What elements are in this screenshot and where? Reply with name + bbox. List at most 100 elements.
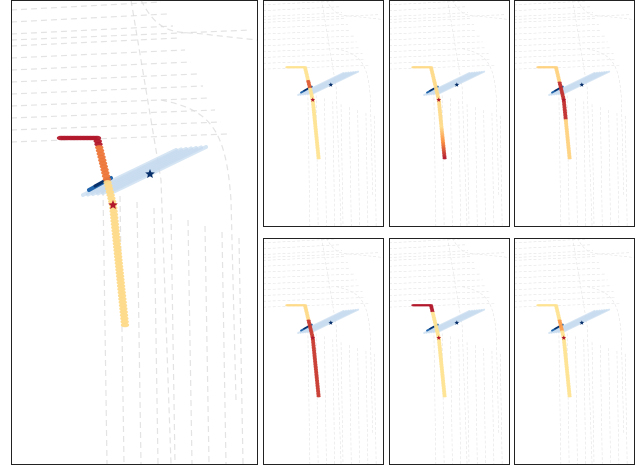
trajectory-dot [441,385,446,388]
lane-line [514,35,605,41]
trajectory-dot [564,128,569,131]
trajectory-dot [564,368,569,371]
trajectory-dot [311,342,316,346]
lane-line [514,0,588,6]
trajectory-dot [312,120,318,123]
trajectory-dot [441,380,446,384]
trajectory-dot [564,365,569,368]
trajectory-dot [440,136,445,139]
lane-line [389,285,486,290]
trajectory-dot [442,395,447,398]
lane-line [450,98,453,226]
lane-line [514,285,611,290]
trajectory-dot [562,106,567,109]
trajectory-dot [314,373,319,376]
trajectory-dot [109,208,118,214]
lane-line [365,350,369,464]
lane-line [575,336,578,464]
trajectory-dot [567,393,572,396]
trajectory-dot [563,353,568,357]
lane-line [514,244,591,250]
trajectory-dot [562,347,567,350]
trajectory-dot [562,346,567,349]
trajectory-dot [567,157,572,160]
trajectory-dot [563,350,568,354]
trajectory-dot [311,108,316,111]
trajectory-dot [316,390,321,393]
target-star [579,320,585,325]
trajectory-dot [565,138,570,141]
lane-line [321,0,342,226]
trajectory-dot [311,347,316,350]
lane-line [514,302,620,308]
trajectory-dot [562,103,567,106]
panel-scene [263,0,383,226]
lane-line [514,291,614,296]
lane-line [263,35,354,41]
trajectory-dot [564,125,569,128]
lane-line [153,207,159,464]
lane-line [263,252,381,258]
trajectory-dot [311,103,316,106]
lane-line [458,339,461,464]
blue-band [311,70,360,95]
trajectory-dot [562,108,567,111]
lane-line [583,101,586,226]
trajectory-dot [441,144,446,147]
lane-line [499,353,503,464]
lane-line [263,53,363,58]
trajectory-dot [439,368,444,371]
trajectory-dot [440,133,445,136]
lane-line [389,238,463,244]
trajectory-dot [442,154,447,157]
trajectory-dot [312,114,317,117]
trajectory-dot [311,111,317,114]
trajectory-dot [562,109,567,112]
trajectory-dot [313,363,318,366]
trajectory-dot [112,238,121,243]
lane-line [514,29,602,35]
trajectory-dot [315,388,321,392]
trajectory-dot [110,215,119,220]
trajectory-dot [565,141,571,144]
target-star [454,82,460,87]
lane-line [263,41,357,47]
blue-band [562,308,611,333]
lane-line [389,12,469,17]
panel-scene [389,0,509,226]
trajectory-dot [565,133,570,136]
lane-line [466,342,470,464]
lane-line [332,101,335,226]
target-star [579,82,585,87]
lane-line [462,286,500,433]
trajectory-dot [115,273,125,279]
trajectory-dot [312,117,317,120]
lane-line [389,6,466,12]
panel [389,238,509,464]
trajectory-dot [438,358,444,361]
panel [514,238,634,464]
trajectory-dot [437,101,442,104]
trajectory-dot [566,382,571,385]
lane-line [514,262,599,267]
lane-line [389,64,495,70]
trajectory-dot [566,147,571,150]
trajectory-dot [311,349,317,352]
trajectory-dot [440,135,445,138]
lane-line [307,92,311,226]
lane-line [433,330,437,464]
lane-line [514,14,632,20]
trajectory-dot [312,357,317,360]
trajectory-dot [563,117,568,120]
trajectory-dot [315,382,320,385]
trajectory-dot [120,319,129,325]
lane-line [11,121,222,131]
trajectory-dot [564,123,569,127]
lane-line [575,98,578,226]
lane-line [263,64,369,70]
lane-line [447,0,468,226]
trajectory-dot [312,115,317,119]
trajectory-dot [563,115,568,119]
trajectory-dot [312,355,317,358]
